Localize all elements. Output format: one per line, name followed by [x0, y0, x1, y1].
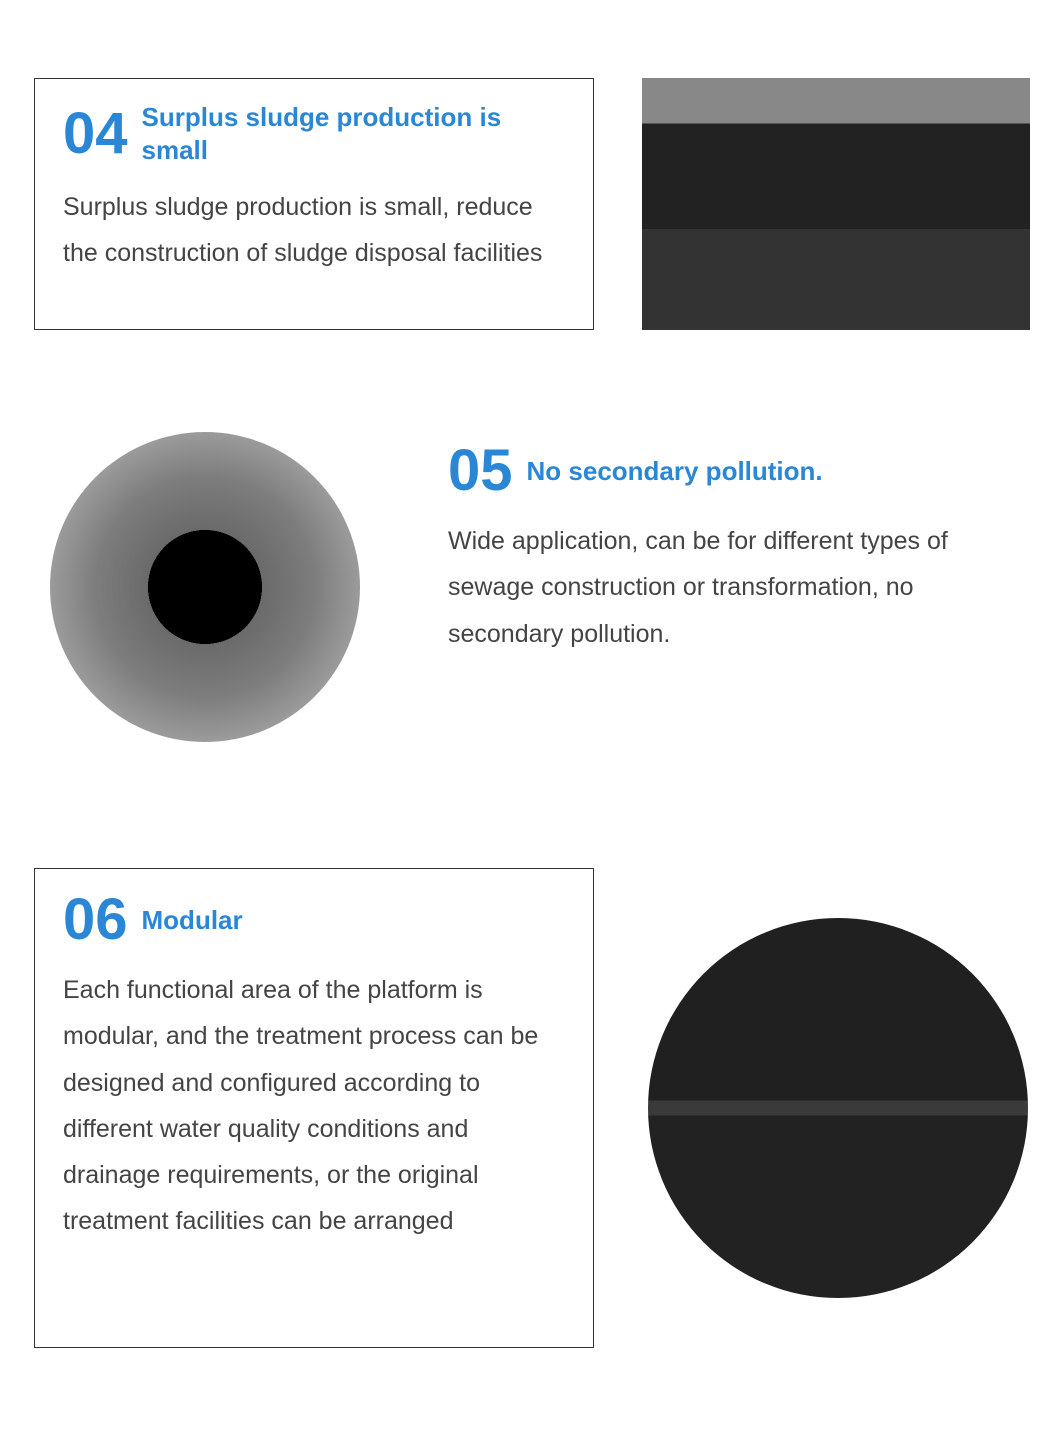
feature-section-06: 06 Modular Each functional area of the p… [34, 868, 594, 1348]
feature-image-06 [648, 918, 1028, 1298]
feature-header: 05 No secondary pollution. [448, 442, 1000, 500]
feature-body: Each functional area of the platform is … [63, 967, 565, 1245]
feature-body: Wide application, can be for different t… [448, 518, 1000, 657]
feature-text-box: 06 Modular Each functional area of the p… [34, 868, 594, 1348]
feature-text-box: 04 Surplus sludge production is small Su… [34, 78, 594, 330]
feature-section-05: 05 No secondary pollution. Wide applicat… [420, 420, 1028, 730]
feature-section-04: 04 Surplus sludge production is small Su… [34, 78, 594, 330]
feature-title: No secondary pollution. [527, 455, 823, 488]
feature-header: 06 Modular [63, 891, 565, 949]
feature-header: 04 Surplus sludge production is small [63, 101, 565, 166]
feature-image-04 [642, 78, 1030, 330]
feature-number: 04 [63, 105, 128, 163]
feature-body: Surplus sludge production is small, redu… [63, 184, 565, 277]
feature-number: 06 [63, 891, 128, 949]
feature-title: Surplus sludge production is small [142, 101, 565, 166]
feature-title: Modular [142, 904, 243, 937]
feature-number: 05 [448, 442, 513, 500]
feature-image-05 [50, 432, 360, 742]
feature-text-box: 05 No secondary pollution. Wide applicat… [420, 420, 1028, 730]
